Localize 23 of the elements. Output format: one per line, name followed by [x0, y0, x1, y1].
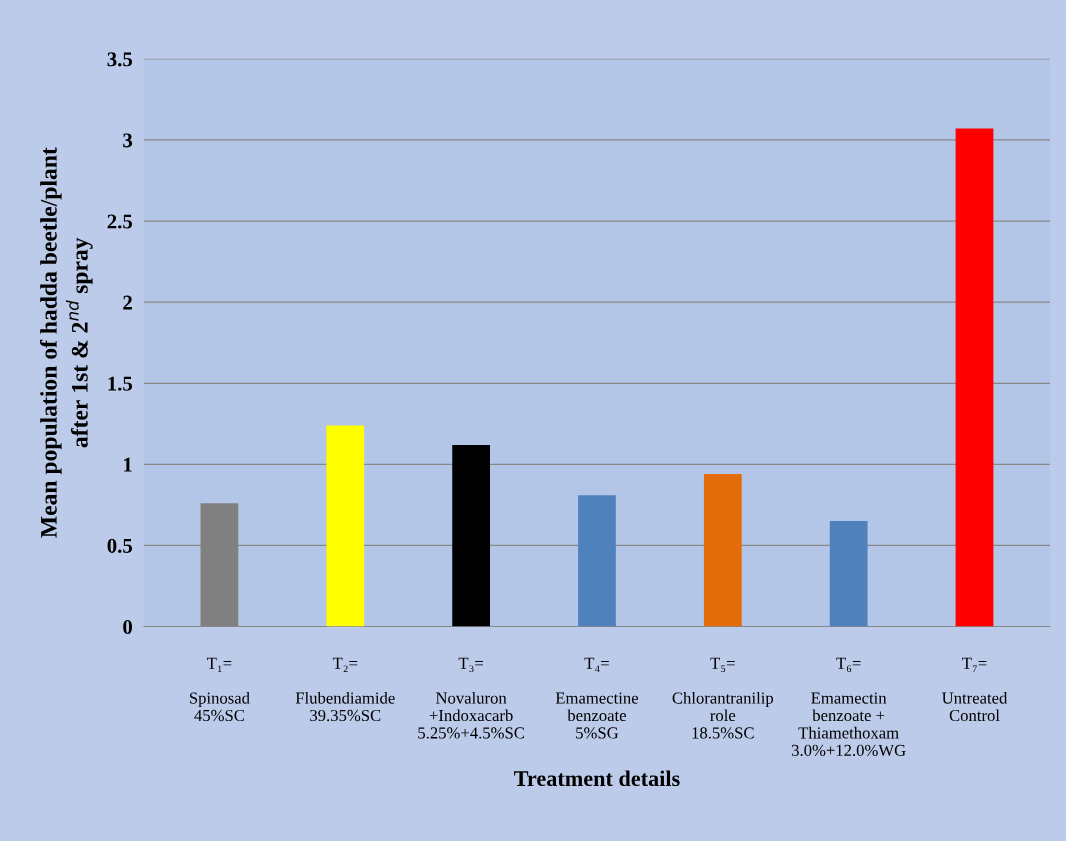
y-tick-label: 1.5 [108, 376, 133, 391]
y-tick-label: 3.5 [107, 52, 133, 67]
bar [829, 521, 868, 627]
x-tick-label: T₁= Spinosad 45%SC [189, 657, 250, 722]
y-tick-label: 3 [123, 133, 133, 148]
category-label: T₇= Untreated Control [942, 657, 1008, 722]
y-tick-label: 1 [124, 457, 132, 472]
y-tick-label: 0.5 [107, 538, 133, 553]
bar [452, 444, 490, 627]
y-tick-label: 2 [123, 295, 132, 310]
bar [703, 474, 742, 627]
x-axis-title: Treatment details [514, 770, 680, 787]
category-label: T₆= Emamectin benzoate + Thiamethoxam 3.0%+12.0%WG [791, 657, 906, 757]
x-tick-label: T₂= Flubendiamide 39.35%SC [295, 657, 395, 722]
bar [955, 128, 994, 627]
bar [326, 425, 365, 627]
y-tick-label: 2.5 [107, 214, 133, 229]
bar [578, 495, 616, 627]
y-axis-title: Mean population of hadda beetle/plant after 1st & 2$^{nd}$ spray [39, 147, 93, 538]
y-tick-label: 0 [123, 619, 132, 634]
x-tick-label: T₃= Novaluron +Indoxacarb 5.25%+4.5%SC [418, 657, 524, 739]
x-tick-label: T₅= Chlorantranilip role 18.5%SC [672, 657, 774, 739]
category-label: T₄= Emamectine benzoate 5%SG [555, 657, 639, 739]
